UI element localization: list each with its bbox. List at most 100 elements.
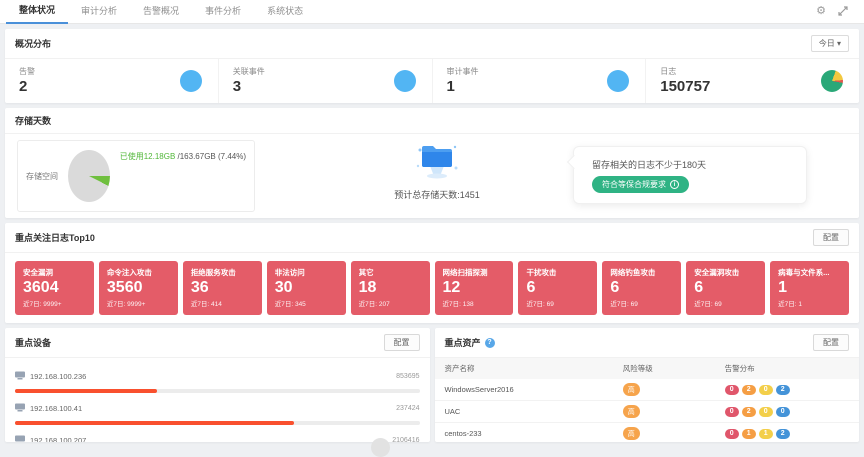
log-card-value: 12 (442, 279, 461, 296)
settings-gear-icon[interactable]: ⚙ (816, 5, 826, 17)
device-ip: 192.168.100.236 (30, 371, 87, 381)
log-card-security-vuln[interactable]: 安全漏洞 3604 近7日: 9999+ (15, 261, 94, 315)
log-card-name: 安全漏洞攻击 (694, 268, 740, 277)
scroll-indicator[interactable] (371, 438, 390, 457)
event-circle-icon (393, 70, 416, 92)
stat-correlated-events: 关联事件 3 (219, 59, 433, 103)
tab-system-status[interactable]: 系统状态 (267, 6, 304, 16)
top-logs-config-button[interactable]: 配置 (813, 229, 849, 246)
storage-total-value: /163.67GB (7.44%) (175, 152, 247, 161)
device-ip: 192.168.100.41 (30, 403, 83, 413)
chevron-down-icon: ▾ (836, 39, 841, 48)
recent-value: 9999+ (43, 301, 62, 309)
recent-label: 近7日: (358, 301, 378, 309)
log-card-cmd-injection[interactable]: 命令注入攻击 3560 近7日: 9999+ (98, 261, 178, 315)
storage-usage-text: 已使用12.18GB /163.67GB (7.44%) (120, 151, 246, 162)
recent-value: 69 (714, 301, 722, 309)
log-card-value: 6 (526, 279, 536, 296)
storage-space-label: 存储空间 (26, 171, 58, 181)
storage-title: 存储天数 (15, 116, 52, 126)
log-card-interference[interactable]: 干扰攻击 6 近7日: 69 (518, 261, 598, 315)
stat-value: 3 (232, 78, 242, 95)
stat-label: 日志 (660, 67, 677, 76)
device-row[interactable]: 192.168.100.41 237424 (15, 393, 420, 425)
log-card-others[interactable]: 其它 18 近7日: 207 (350, 261, 430, 315)
fullscreen-expand-icon[interactable] (838, 3, 848, 21)
top-logs-card: 重点关注日志Top10 配置 安全漏洞 3604 近7日: 9999+ 命令注入… (5, 223, 859, 323)
recent-value: 9999+ (127, 301, 146, 309)
folder-icon (414, 145, 460, 186)
tab-alert-overview[interactable]: 告警概况 (143, 6, 180, 16)
col-alert-distribution: 告警分布 (714, 358, 859, 379)
compliance-badge[interactable]: 符合等保合规要求 i (592, 176, 689, 193)
device-count: 853695 (396, 372, 420, 380)
retention-note: 留存相关的日志不少于180天 (592, 160, 707, 170)
alert-badge-critical: 0 (724, 428, 739, 439)
alert-circle-icon (179, 70, 202, 92)
device-icon (15, 399, 25, 417)
device-bar-track (15, 389, 420, 393)
device-bar-track (15, 421, 420, 425)
log-card-value: 3604 (23, 279, 59, 296)
top-logs-title: 重点关注日志Top10 (15, 233, 95, 243)
recent-value: 1 (798, 301, 803, 309)
recent-label: 近7日: (778, 301, 797, 309)
log-card-illegal-access[interactable]: 非法访问 30 近7日: 345 (266, 261, 346, 315)
key-devices-title: 重点设备 (15, 338, 52, 348)
recent-label: 近7日: (23, 301, 42, 309)
device-bar-fill (15, 389, 157, 393)
log-card-phishing[interactable]: 网络钓鱼攻击 6 近7日: 69 (602, 261, 682, 315)
tab-audit-analysis[interactable]: 审计分析 (81, 6, 118, 16)
log-card-vuln-attack[interactable]: 安全漏洞攻击 6 近7日: 69 (686, 261, 766, 315)
device-bar-fill (15, 421, 295, 425)
overview-title: 概况分布 (15, 39, 52, 49)
stat-alerts: 告警 2 (5, 59, 219, 103)
device-row[interactable]: 192.168.100.207 2106416 (15, 425, 420, 442)
log-card-name: 拒绝服务攻击 (190, 268, 236, 277)
log-card-name: 网络扫描探测 (442, 268, 488, 277)
tab-event-analysis[interactable]: 事件分析 (205, 6, 242, 16)
alert-badge-high: 2 (741, 384, 756, 395)
col-risk-level: 风险等级 (612, 358, 715, 379)
log-card-value: 36 (190, 279, 209, 296)
device-ip: 192.168.100.207 (30, 435, 87, 443)
recent-value: 345 (294, 301, 306, 309)
help-icon[interactable]: ? (484, 337, 495, 348)
log-card-name: 干扰攻击 (526, 268, 557, 277)
storage-used-value: 已使用12.18GB (119, 152, 176, 161)
device-count: 2106416 (392, 436, 420, 443)
asset-name: centos-233 (434, 422, 613, 442)
storage-usage-pie-chart (68, 150, 110, 202)
storage-card: 存储天数 存储空间 已使用12.18GB /163.67GB (7.44%) (5, 108, 859, 218)
top-tab-bar: 整体状况 审计分析 告警概况 事件分析 系统状态 ⚙ (0, 0, 864, 24)
estimated-storage-days: 预计总存储天数:1451 (394, 190, 480, 200)
recent-label: 近7日: (190, 301, 210, 309)
risk-badge: 高 (622, 427, 640, 440)
log-card-value: 1 (778, 279, 788, 296)
stat-label: 关联事件 (232, 67, 265, 76)
devices-config-button[interactable]: 配置 (383, 334, 420, 351)
log-card-value: 3560 (106, 279, 143, 296)
period-dropdown[interactable]: 今日 ▾ (810, 35, 849, 52)
log-card-value: 18 (358, 279, 377, 296)
log-card-virus-filesystem[interactable]: 病毒与文件系... 1 近7日: 1 (770, 261, 850, 315)
assets-config-button[interactable]: 配置 (813, 334, 849, 351)
alert-badge-medium: 0 (758, 406, 773, 417)
log-card-dos-attack[interactable]: 拒绝服务攻击 36 近7日: 414 (182, 261, 262, 315)
stat-label: 告警 (19, 67, 35, 76)
device-row[interactable]: 192.168.100.236 853695 (15, 361, 420, 393)
tab-overall-status[interactable]: 整体状况 (6, 0, 69, 24)
recent-label: 近7日: (610, 301, 629, 309)
recent-value: 138 (462, 301, 474, 309)
info-icon: i (670, 180, 679, 189)
alert-badge-low: 2 (775, 428, 790, 439)
stat-label: 审计事件 (446, 67, 479, 76)
log-card-value: 30 (274, 279, 293, 296)
recent-label: 近7日: (442, 301, 461, 309)
log-card-network-scan[interactable]: 网络扫描探测 12 近7日: 138 (434, 261, 514, 315)
recent-label: 近7日: (526, 301, 545, 309)
